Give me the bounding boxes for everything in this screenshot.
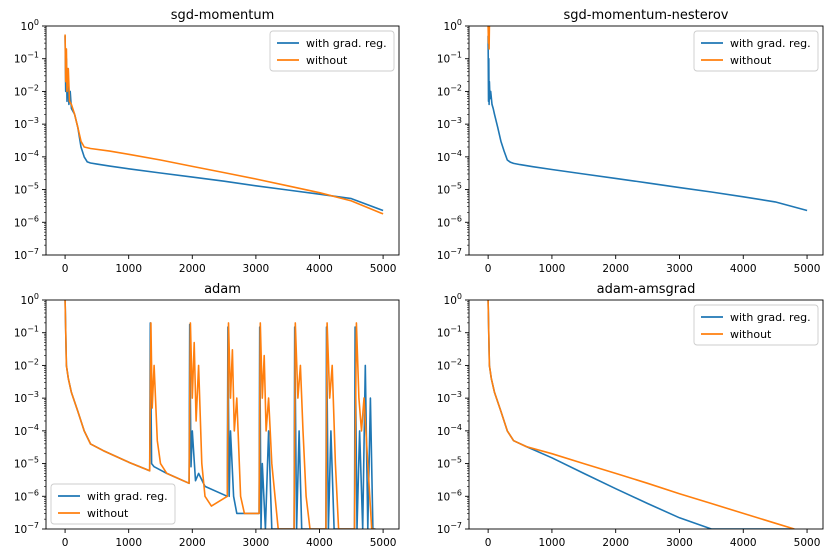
y-tick-label: 10−4 [437,149,462,164]
y-tick-label: 100 [21,18,39,33]
series-lines [487,26,808,212]
y-tick-label: 10−5 [437,456,462,471]
series-line-with-grad-reg [487,35,808,212]
series-line-without [64,34,384,215]
x-tick-label: 5000 [370,537,397,549]
x-tick-label: 3000 [243,263,270,275]
series-line-without [64,300,375,529]
x-tick-label: 3000 [243,537,270,549]
x-tick-label: 0 [485,537,492,549]
series-line-without [487,300,795,529]
y-tick-label: 10−2 [437,357,462,372]
y-tick-label: 10−4 [437,423,462,438]
x-tick-label: 2000 [602,263,629,275]
y-tick-label: 10−3 [437,390,462,405]
x-tick-label: 0 [62,263,69,275]
subplot-title: sgd-momentum [171,8,275,23]
subplot-title: adam [204,282,241,297]
legend-box [50,483,176,525]
x-tick-label: 2000 [602,537,629,549]
x-tick-label: 4000 [306,537,333,549]
legend-label: with grad. reg. [730,311,811,324]
x-tick-label: 3000 [666,263,693,275]
x-tick-label: 1000 [115,537,142,549]
y-tick-label: 10−7 [437,521,462,536]
y-tick-label: 10−4 [14,423,39,438]
x-tick-label: 2000 [179,263,206,275]
y-tick-label: 10−4 [14,149,39,164]
x-tick-label: 0 [485,263,492,275]
x-tick-label: 5000 [370,263,397,275]
x-tick-label: 1000 [115,263,142,275]
x-tick-label: 3000 [666,537,693,549]
legend-label: without [730,328,772,341]
subplot-title: adam-amsgrad [597,282,696,297]
y-tick-label: 10−5 [437,182,462,197]
y-tick-label: 10−7 [437,247,462,262]
legend-box [693,30,819,72]
legend-box [269,30,395,72]
y-tick-label: 10−2 [437,83,462,98]
subplot-1: sgd-momentum 0 1000 2000 3000 4000 5000 10−7 10−… [14,8,400,275]
axes-frame [45,25,400,256]
y-tick-label: 10−1 [14,51,39,66]
x-tick-label: 5000 [794,263,821,275]
y-tick-label: 10−1 [14,325,39,340]
y-tick-label: 100 [444,292,462,307]
y-tick-label: 10−7 [14,247,39,262]
y-tick-label: 10−6 [14,488,39,503]
legend-label: with grad. reg. [87,490,168,503]
x-tick-label: 4000 [730,537,757,549]
x-tick-label: 1000 [539,263,566,275]
y-tick-label: 10−1 [437,325,462,340]
y-tick-label: 10−2 [14,357,39,372]
y-tick-label: 10−1 [437,51,462,66]
subplot-2: sgd-momentum-nesterov 0 1000 2000 3000 4000 50… [437,8,824,275]
legend: with grad. reg. without [693,304,819,346]
legend-box [693,304,819,346]
y-tick-label: 10−3 [437,116,462,131]
legend: with grad. reg. without [693,30,819,72]
x-tick-label: 1000 [539,537,566,549]
legend-label: with grad. reg. [306,37,387,50]
series-lines [64,34,384,215]
axes-frame [468,299,824,530]
y-tick-label: 10−7 [14,521,39,536]
legend-label: without [306,54,348,67]
legend-label: without [730,54,772,67]
y-tick-label: 10−3 [14,390,39,405]
y-tick-label: 10−6 [437,214,462,229]
y-tick-label: 10−3 [14,116,39,131]
series-lines [487,300,795,529]
axes-frame [468,25,824,256]
series-lines [64,300,376,529]
y-tick-label: 100 [21,292,39,307]
y-tick-label: 10−6 [14,214,39,229]
y-tick-label: 10−5 [14,456,39,471]
axes-frame [45,299,400,530]
y-tick-label: 10−5 [14,182,39,197]
legend-label: with grad. reg. [730,37,811,50]
subplot-3: adam 0 1000 2000 3000 4000 5000 10−7 10−6 10−5 10−… [14,282,400,549]
y-tick-label: 10−6 [437,488,462,503]
y-tick-label: 100 [444,18,462,33]
subplot-title: sgd-momentum-nesterov [564,8,729,23]
x-tick-label: 2000 [179,537,206,549]
x-tick-label: 5000 [794,537,821,549]
legend-label: without [87,507,129,520]
x-tick-label: 4000 [730,263,757,275]
x-tick-label: 0 [62,537,69,549]
legend: with grad. reg. without [50,483,176,525]
y-tick-label: 10−2 [14,83,39,98]
subplot-4: adam-amsgrad 0 1000 2000 3000 4000 5000 10−7 10−… [437,282,824,549]
x-tick-label: 4000 [306,263,333,275]
series-line-without [487,26,491,50]
legend: with grad. reg. without [269,30,395,72]
